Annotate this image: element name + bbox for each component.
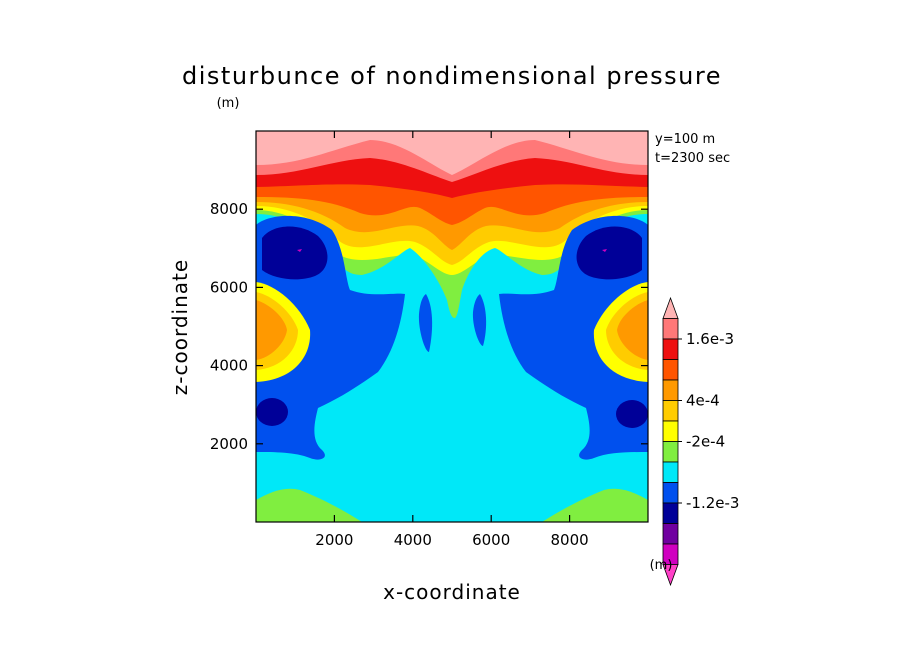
colorbar: 1.6e-3 4e-4 -2e-4 -1.2e-3 [662, 296, 739, 587]
magenta-left [297, 249, 302, 252]
colorbar-segment [662, 564, 679, 587]
colorbar-segment [662, 441, 679, 463]
colorbar-segment [662, 502, 679, 524]
x-tick-label: 2000 [315, 531, 353, 549]
blue-lens-left [418, 294, 433, 352]
side-high-right-core [617, 300, 648, 360]
colorbar-segment [662, 400, 679, 422]
x-axis: 2000 4000 6000 8000 [315, 131, 589, 549]
navy-left-upper [262, 226, 328, 280]
navy-right-lower [616, 400, 648, 428]
colorbar-segment [662, 359, 679, 381]
colorbar-label: 4e-4 [686, 392, 720, 410]
navy-left-lower [256, 398, 288, 426]
colorbar-segment [662, 318, 679, 340]
colorbar-label: -2e-4 [686, 433, 725, 451]
y-tick-label: 2000 [210, 435, 248, 453]
navy-right-upper [576, 226, 642, 280]
contour-field [256, 131, 648, 522]
colorbar-segment [662, 338, 679, 360]
x-tick-label: 4000 [394, 531, 432, 549]
y-tick-label: 8000 [210, 200, 248, 218]
x-tick-label: 6000 [472, 531, 510, 549]
y-annotation: y=100 m [655, 132, 715, 147]
y-tick-label: 4000 [210, 357, 248, 375]
y-tick-label: 6000 [210, 278, 248, 296]
unit-label: (m) [217, 96, 240, 111]
colorbar-unit: (m) [650, 558, 673, 573]
colorbar-segment [662, 379, 679, 401]
x-tick-label: 8000 [551, 531, 589, 549]
band-8 [256, 214, 648, 522]
bottom-green-right [542, 488, 648, 522]
t-annotation: t=2300 sec [655, 151, 730, 166]
y-axis: 2000 4000 6000 8000 [210, 200, 648, 453]
colorbar-segment [662, 420, 679, 442]
colorbar-segment [662, 523, 679, 545]
y-axis-label: z-coordinate [168, 259, 192, 395]
blue-lens-right [472, 294, 487, 346]
colorbar-segment [662, 482, 679, 504]
colorbar-segment [662, 296, 679, 319]
colorbar-segment [662, 461, 679, 483]
chart-title: disturbunce of nondimensional pressure [182, 62, 722, 90]
bottom-green-left [256, 488, 362, 522]
colorbar-label: -1.2e-3 [686, 494, 739, 512]
x-axis-label: x-coordinate [383, 580, 521, 604]
magenta-right [602, 249, 607, 252]
side-high-left-core [256, 300, 287, 360]
colorbar-label: 1.6e-3 [686, 330, 734, 348]
plot-frame [255, 130, 649, 523]
